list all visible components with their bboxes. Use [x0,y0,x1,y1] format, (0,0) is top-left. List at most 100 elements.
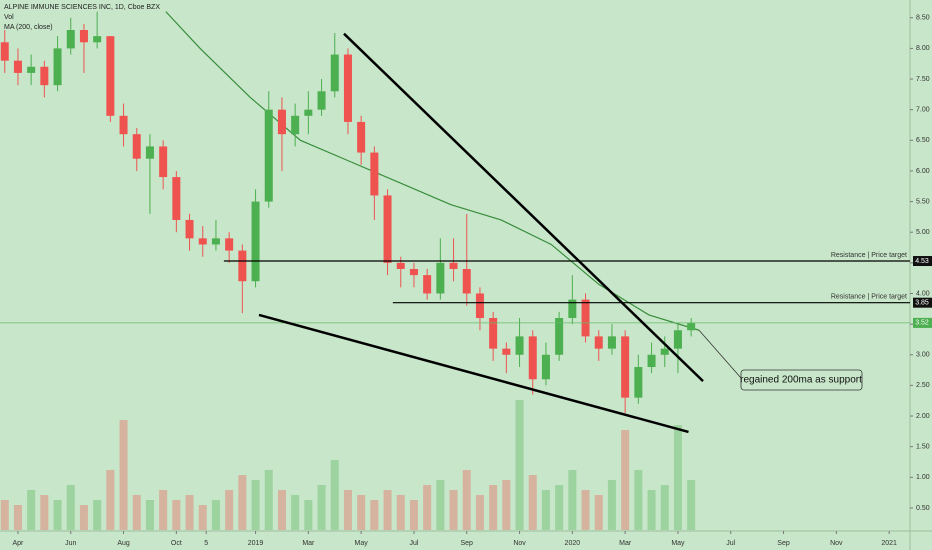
y-tick-label: 8.00 [916,45,930,52]
candle-body [27,66,36,73]
volume-bar [555,485,564,530]
y-tick-label: 1.50 [916,444,930,451]
candle-body [317,91,326,110]
candle-body [330,54,339,92]
volume-bar [647,490,656,530]
callout-box [740,369,863,391]
volume-bar [238,475,247,530]
volume-bar [423,485,432,530]
volume-bar [462,470,471,530]
price-tag-label: 3.52 [915,320,929,327]
volume-bar [132,495,141,530]
volume-bar [660,485,669,530]
volume-bar [634,470,643,530]
candle-body [343,54,352,122]
volume-bar [568,470,577,530]
x-tick-label: Aug [117,540,130,547]
volume-bar [594,495,603,530]
volume-bar [489,485,498,530]
x-tick-label: May [355,540,369,547]
volume-bar [13,505,22,530]
volume-bar [159,490,168,530]
volume-bar [515,400,524,530]
candle-body [396,262,405,269]
y-tick-label: 1.00 [916,474,930,481]
x-tick-label: Sep [777,540,790,547]
y-tick-label: 4.00 [916,290,930,297]
candle-body [687,322,696,331]
candle-body [555,318,564,355]
volume-bar [621,430,630,530]
y-tick-label: 7.00 [916,107,930,114]
volume-bar [409,500,418,530]
volume-bar [93,500,102,530]
trendline [258,313,689,434]
volume-bar [502,480,511,530]
candle-body [568,299,577,318]
y-tick-label: 2.00 [916,413,930,420]
volume-bar [198,505,207,530]
volume-bar [436,480,445,530]
candle-body [79,30,88,43]
y-tick-label: 6.50 [916,137,930,144]
volume-bar [27,490,36,530]
volume-bar [581,490,590,530]
volume-bar [291,495,300,530]
candle-body [475,293,484,318]
level-label: Resistance | Price target [831,294,907,301]
volume-bar [383,490,392,530]
volume-bar [172,500,181,530]
volume-bar [185,495,194,530]
legend-entry: MA (200, close) [4,24,53,31]
candle-body [251,201,260,282]
candle-body [673,330,682,349]
volume-bar [66,485,75,530]
volume-bar [528,475,537,530]
x-tick-label: Oct [171,540,182,547]
volume-bar [370,500,379,530]
price-tag [913,256,932,267]
candle-body [383,195,392,263]
x-tick-label: 2020 [565,540,581,547]
candle-body [370,152,379,196]
volume-bar [607,480,616,530]
candle-body [53,48,62,86]
volume-bar [277,490,286,530]
candle-body [277,109,286,135]
candle-body [93,36,102,43]
volume-bar [79,505,88,530]
callout-text: regained 200ma as support [740,375,862,386]
candle-body [291,115,300,135]
volume-bar [53,500,62,530]
volume-bar [541,490,550,530]
x-tick-label: Mar [302,540,315,547]
volume-bar [396,495,405,530]
candle-body [13,60,22,73]
volume-bar [317,485,326,530]
volume-bar [449,490,458,530]
chart-title: ALPINE IMMUNE SCIENCES INC, 1D, Cboe BZX [4,4,160,11]
x-tick-label: Sep [461,540,474,547]
y-tick-label: 0.50 [916,505,930,512]
candle-body [449,262,458,269]
candle-body [132,134,141,159]
trendline [343,32,704,383]
x-tick-label: May [671,540,685,547]
candle-body [145,146,154,159]
candle-body [594,336,603,349]
candle-body [0,42,9,61]
volume-bar [119,420,128,530]
price-tag-label: 4.53 [915,258,929,265]
x-tick-label: Jun [65,540,76,547]
y-tick-label: 7.50 [916,76,930,83]
candle-body [621,336,630,398]
x-tick-label: Apr [12,540,24,547]
x-tick-label: Nov [513,540,526,547]
volume-bar [343,490,352,530]
candle-body [40,66,49,86]
volume-bar [687,480,696,530]
candle-body [462,268,471,294]
y-tick-label: 3.00 [916,352,930,359]
price-tag [913,317,932,328]
plot-area: Resistance | Price target Resistance | Pr… [0,11,910,530]
